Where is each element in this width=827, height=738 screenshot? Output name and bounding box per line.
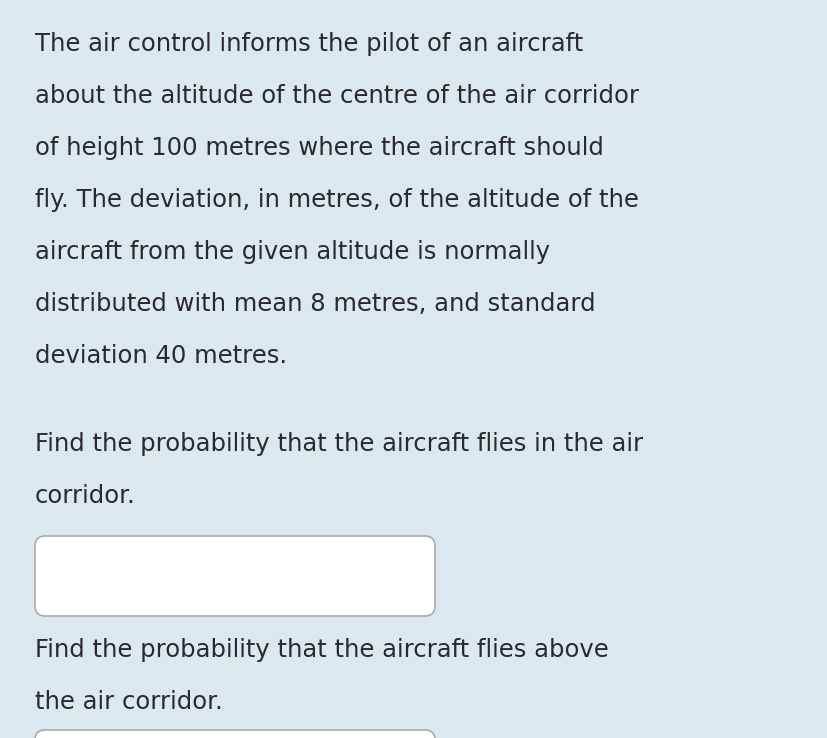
Text: aircraft from the given altitude is normally: aircraft from the given altitude is norm…	[35, 240, 549, 264]
Text: fly. The deviation, in metres, of the altitude of the: fly. The deviation, in metres, of the al…	[35, 188, 638, 212]
Text: about the altitude of the centre of the air corridor: about the altitude of the centre of the …	[35, 84, 638, 108]
Text: deviation 40 metres.: deviation 40 metres.	[35, 344, 287, 368]
Text: of height 100 metres where the aircraft should: of height 100 metres where the aircraft …	[35, 136, 603, 160]
Text: The air control informs the pilot of an aircraft: The air control informs the pilot of an …	[35, 32, 582, 56]
Text: corridor.: corridor.	[35, 484, 136, 508]
Text: the air corridor.: the air corridor.	[35, 690, 222, 714]
Text: Find the probability that the aircraft flies above: Find the probability that the aircraft f…	[35, 638, 608, 662]
FancyBboxPatch shape	[35, 730, 434, 738]
Text: Find the probability that the aircraft flies in the air: Find the probability that the aircraft f…	[35, 432, 643, 456]
Text: distributed with mean 8 metres, and standard: distributed with mean 8 metres, and stan…	[35, 292, 595, 316]
FancyBboxPatch shape	[35, 536, 434, 616]
